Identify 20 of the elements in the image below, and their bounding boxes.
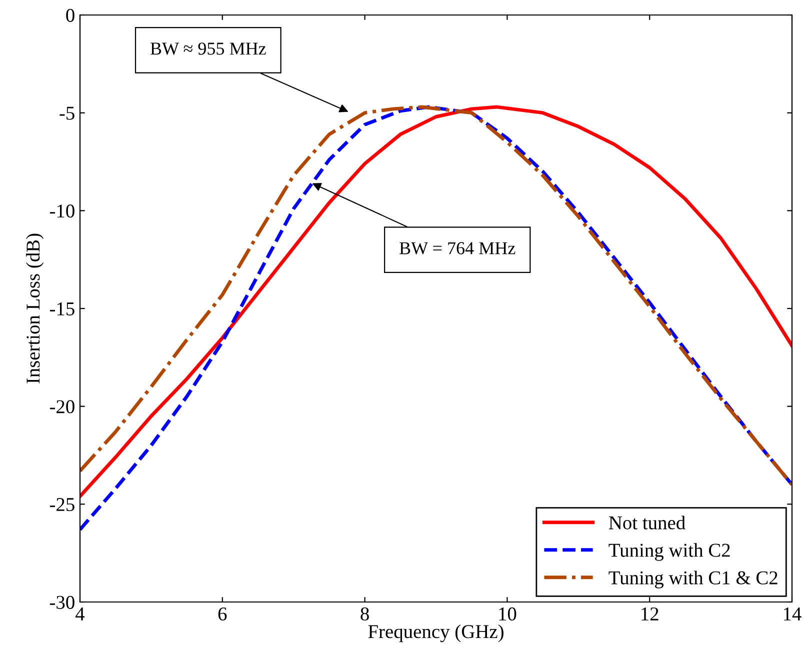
y-tick-label: 0 (66, 8, 74, 22)
x-tick-label: 12 (642, 607, 658, 620)
y-tick-label: -10 (50, 204, 74, 218)
legend-label: Tuning with C2 (608, 543, 730, 561)
x-tick-label: 14 (784, 608, 802, 620)
x-axis-title: Frequency (GHz) (368, 624, 504, 642)
y-axis-title: Insertion Loss (dB) (26, 234, 44, 384)
y-tick-label: -5 (60, 106, 74, 120)
legend-label: Not tuned (608, 516, 686, 530)
legend-label: Tuning with C1 & C2 (608, 570, 778, 588)
y-tick-label: -15 (50, 302, 74, 316)
x-tick-label: 6 (218, 607, 227, 621)
x-tick-label: 4 (76, 608, 85, 620)
x-tick-label: 8 (360, 607, 369, 621)
y-tick-label: -20 (50, 400, 74, 414)
x-tick-label: 10 (499, 607, 516, 621)
annotation: BW ≈ 955 MHz (150, 42, 266, 55)
annotation: BW = 764 MHz (400, 242, 516, 254)
y-tick-label: -25 (50, 498, 74, 512)
y-tick-label: -30 (50, 596, 74, 609)
